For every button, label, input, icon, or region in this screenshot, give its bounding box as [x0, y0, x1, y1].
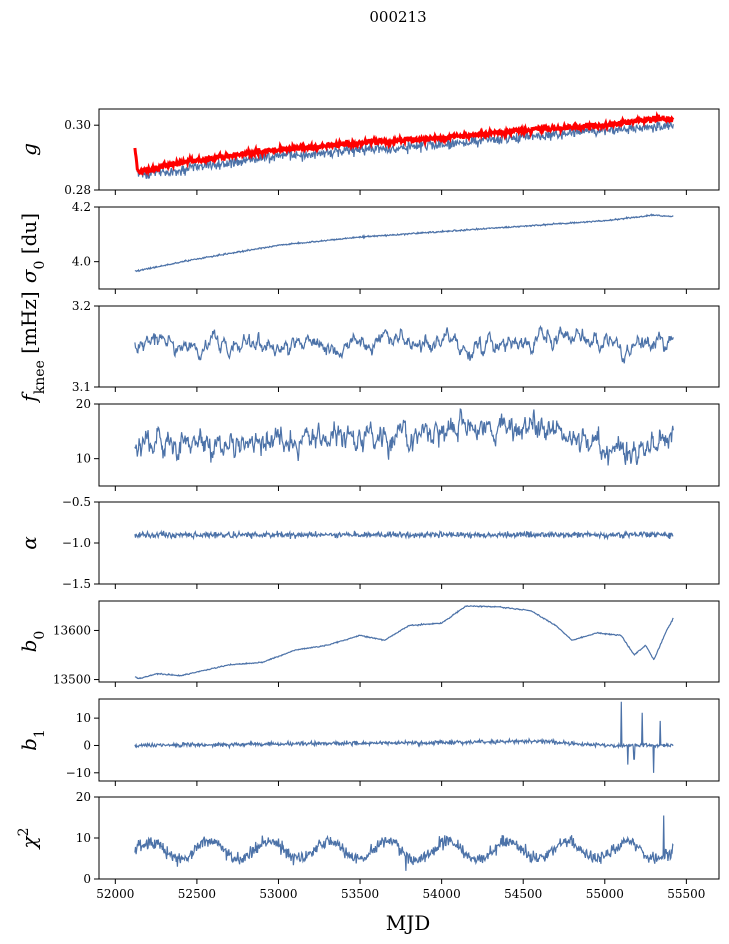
x-tick-label: 53500: [341, 887, 379, 901]
y-tick-label-b0: 13500: [53, 673, 91, 687]
panel-fknee: 3.1 3.2 fknee [mHz]: [17, 291, 720, 404]
panels: 0.28 0.30 g 4.0 4.2 σ0 [du] 3.1 3.2 fknee [mHz] 1…: [16, 108, 720, 901]
x-tick-label: 54500: [504, 887, 542, 901]
y-tick-label-alpha: −1.0: [62, 536, 91, 550]
panel-fknee_mhz: 10 20: [76, 397, 720, 491]
y-axis-label-b1: b1: [17, 729, 48, 751]
axes-frame-chi2: [98, 796, 720, 880]
series-line-alpha-data: [134, 529, 674, 541]
axes-frame-alpha: [98, 501, 720, 585]
x-tick-label: 55000: [586, 887, 624, 901]
series-line-b0-data: [134, 605, 674, 680]
y-tick-label-alpha: −1.5: [62, 577, 91, 591]
y-tick-label-chi2: 10: [76, 831, 91, 845]
y-tick-label-alpha: −0.5: [62, 495, 91, 509]
y-tick-label-sigma0: 4.0: [72, 255, 91, 269]
axes-frame-fknee: [98, 305, 720, 388]
x-tick-label: 53000: [259, 887, 297, 901]
y-axis-label-fknee: fknee [mHz]: [17, 291, 48, 403]
y-axis-label-b0: b0: [17, 631, 48, 653]
x-tick-label: 55500: [667, 887, 705, 901]
x-axis-label: MJD: [386, 911, 431, 935]
axes-frame-g: [98, 108, 720, 191]
figure-title: 000213: [369, 8, 426, 26]
series-line-b1-data: [134, 701, 674, 773]
panel-alpha: −1.5 −1.0 −0.5 α: [17, 495, 720, 591]
x-tick-label: 52500: [178, 887, 216, 901]
panel-b1: −10 0 10 b1: [17, 698, 720, 786]
y-tick-label-chi2: 20: [76, 790, 91, 804]
y-axis-label-alpha: α: [17, 536, 41, 550]
y-tick-label-g: 0.28: [64, 183, 91, 197]
y-tick-label-fknee_mhz: 10: [76, 452, 91, 466]
y-tick-label-fknee: 3.2: [72, 299, 91, 313]
series-line-fknee_mhz-data: [134, 408, 674, 466]
y-tick-label-fknee: 3.1: [72, 380, 91, 394]
y-tick-label-chi2: 0: [83, 872, 91, 886]
y-axis-label-g: g: [17, 143, 41, 156]
series-line-chi2-data: [134, 815, 674, 871]
panel-g: 0.28 0.30 g: [17, 108, 720, 197]
axes-frame-b1: [98, 698, 720, 782]
y-tick-label-b1: −10: [66, 766, 91, 780]
axes-frame-b0: [98, 600, 720, 683]
y-axis-label-sigma0: σ0 [du]: [17, 213, 48, 283]
series-line-fknee-data: [134, 324, 674, 364]
y-tick-label-sigma0: 4.2: [72, 200, 91, 214]
series-line-g-model: [133, 110, 675, 177]
y-tick-label-g: 0.30: [64, 118, 91, 132]
axes-frame-fknee_mhz: [98, 403, 720, 487]
y-tick-label-b1: 0: [83, 738, 91, 752]
panel-sigma0: 4.0 4.2 σ0 [du]: [17, 200, 720, 294]
panel-chi2: 0 10 20 52000 52500 53000 53500 54000 54500 55000…: [16, 790, 720, 901]
x-tick-label: 52000: [96, 887, 134, 901]
y-axis-label-chi2: χ2: [16, 827, 41, 850]
y-tick-label-b0: 13600: [53, 623, 91, 637]
panel-b0: 13500 13600 b0: [17, 600, 720, 687]
series-line-sigma0-data: [134, 213, 674, 273]
y-tick-label-fknee_mhz: 20: [76, 397, 91, 411]
axes-frame-sigma0: [98, 206, 720, 290]
y-tick-label-b1: 10: [76, 711, 91, 725]
x-tick-label: 54000: [423, 887, 461, 901]
